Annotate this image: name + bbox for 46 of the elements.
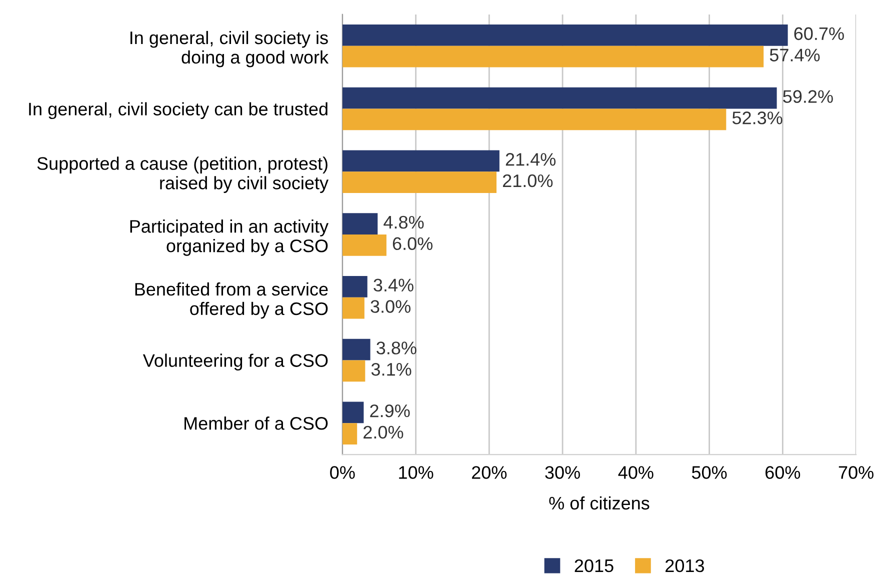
- data-label: 3.8%: [376, 342, 416, 354]
- bar: [342, 234, 386, 256]
- bar: [342, 108, 726, 130]
- y-tick-label: In general, civil society is doing a good work: [130, 30, 329, 68]
- x-tick-label: 70%: [838, 466, 874, 479]
- x-tick-label: 30%: [545, 466, 580, 479]
- y-tick-label: Participated in an activity organized by a CSO: [130, 220, 329, 256]
- legend-label: 2015: [574, 559, 614, 572]
- bar: [342, 213, 378, 234]
- legend-label: 2013: [666, 559, 704, 572]
- bar: [342, 297, 364, 319]
- bar: [342, 24, 788, 46]
- bar: [342, 46, 764, 68]
- y-tick-label: Supported a cause (petition, protest) raised by civil society: [37, 156, 329, 193]
- bar: [342, 276, 368, 298]
- bar: [342, 338, 370, 360]
- data-label: 2.0%: [364, 426, 404, 439]
- x-tick-label: 20%: [472, 466, 507, 479]
- bar: [342, 423, 358, 444]
- y-tick-label: Volunteering for a CSO: [142, 354, 328, 371]
- data-label: 3.4%: [374, 278, 414, 292]
- bar: [342, 360, 366, 382]
- data-label: 3.0%: [370, 300, 410, 313]
- x-tick-label: 60%: [766, 466, 800, 479]
- data-label: 6.0%: [392, 237, 433, 250]
- bar: [342, 402, 364, 424]
- y-tick-label: In general, civil society can be trusted: [29, 102, 328, 120]
- bar: [342, 87, 777, 109]
- bar: [342, 172, 497, 194]
- data-label: 2.9%: [370, 404, 410, 418]
- data-label: 57.4%: [770, 48, 820, 62]
- x-tick-label: 0%: [330, 466, 355, 479]
- bar: [342, 150, 500, 172]
- x-tick-label: 10%: [399, 466, 434, 479]
- data-label: 60.7%: [794, 27, 844, 40]
- data-label: 21.0%: [502, 174, 553, 188]
- data-label: 3.1%: [371, 362, 412, 376]
- x-tick-label: 50%: [692, 466, 727, 479]
- data-label: 21.4%: [506, 153, 556, 166]
- data-label: 59.2%: [783, 90, 833, 103]
- y-tick-label: Member of a CSO: [184, 416, 328, 430]
- data-label: 4.8%: [384, 216, 424, 229]
- x-tick-label: 40%: [618, 466, 654, 479]
- y-tick-label: Benefited from a service offered by a CSO: [135, 282, 328, 319]
- data-label: 52.3%: [732, 112, 782, 124]
- x-axis-title: % of citizens: [549, 496, 650, 510]
